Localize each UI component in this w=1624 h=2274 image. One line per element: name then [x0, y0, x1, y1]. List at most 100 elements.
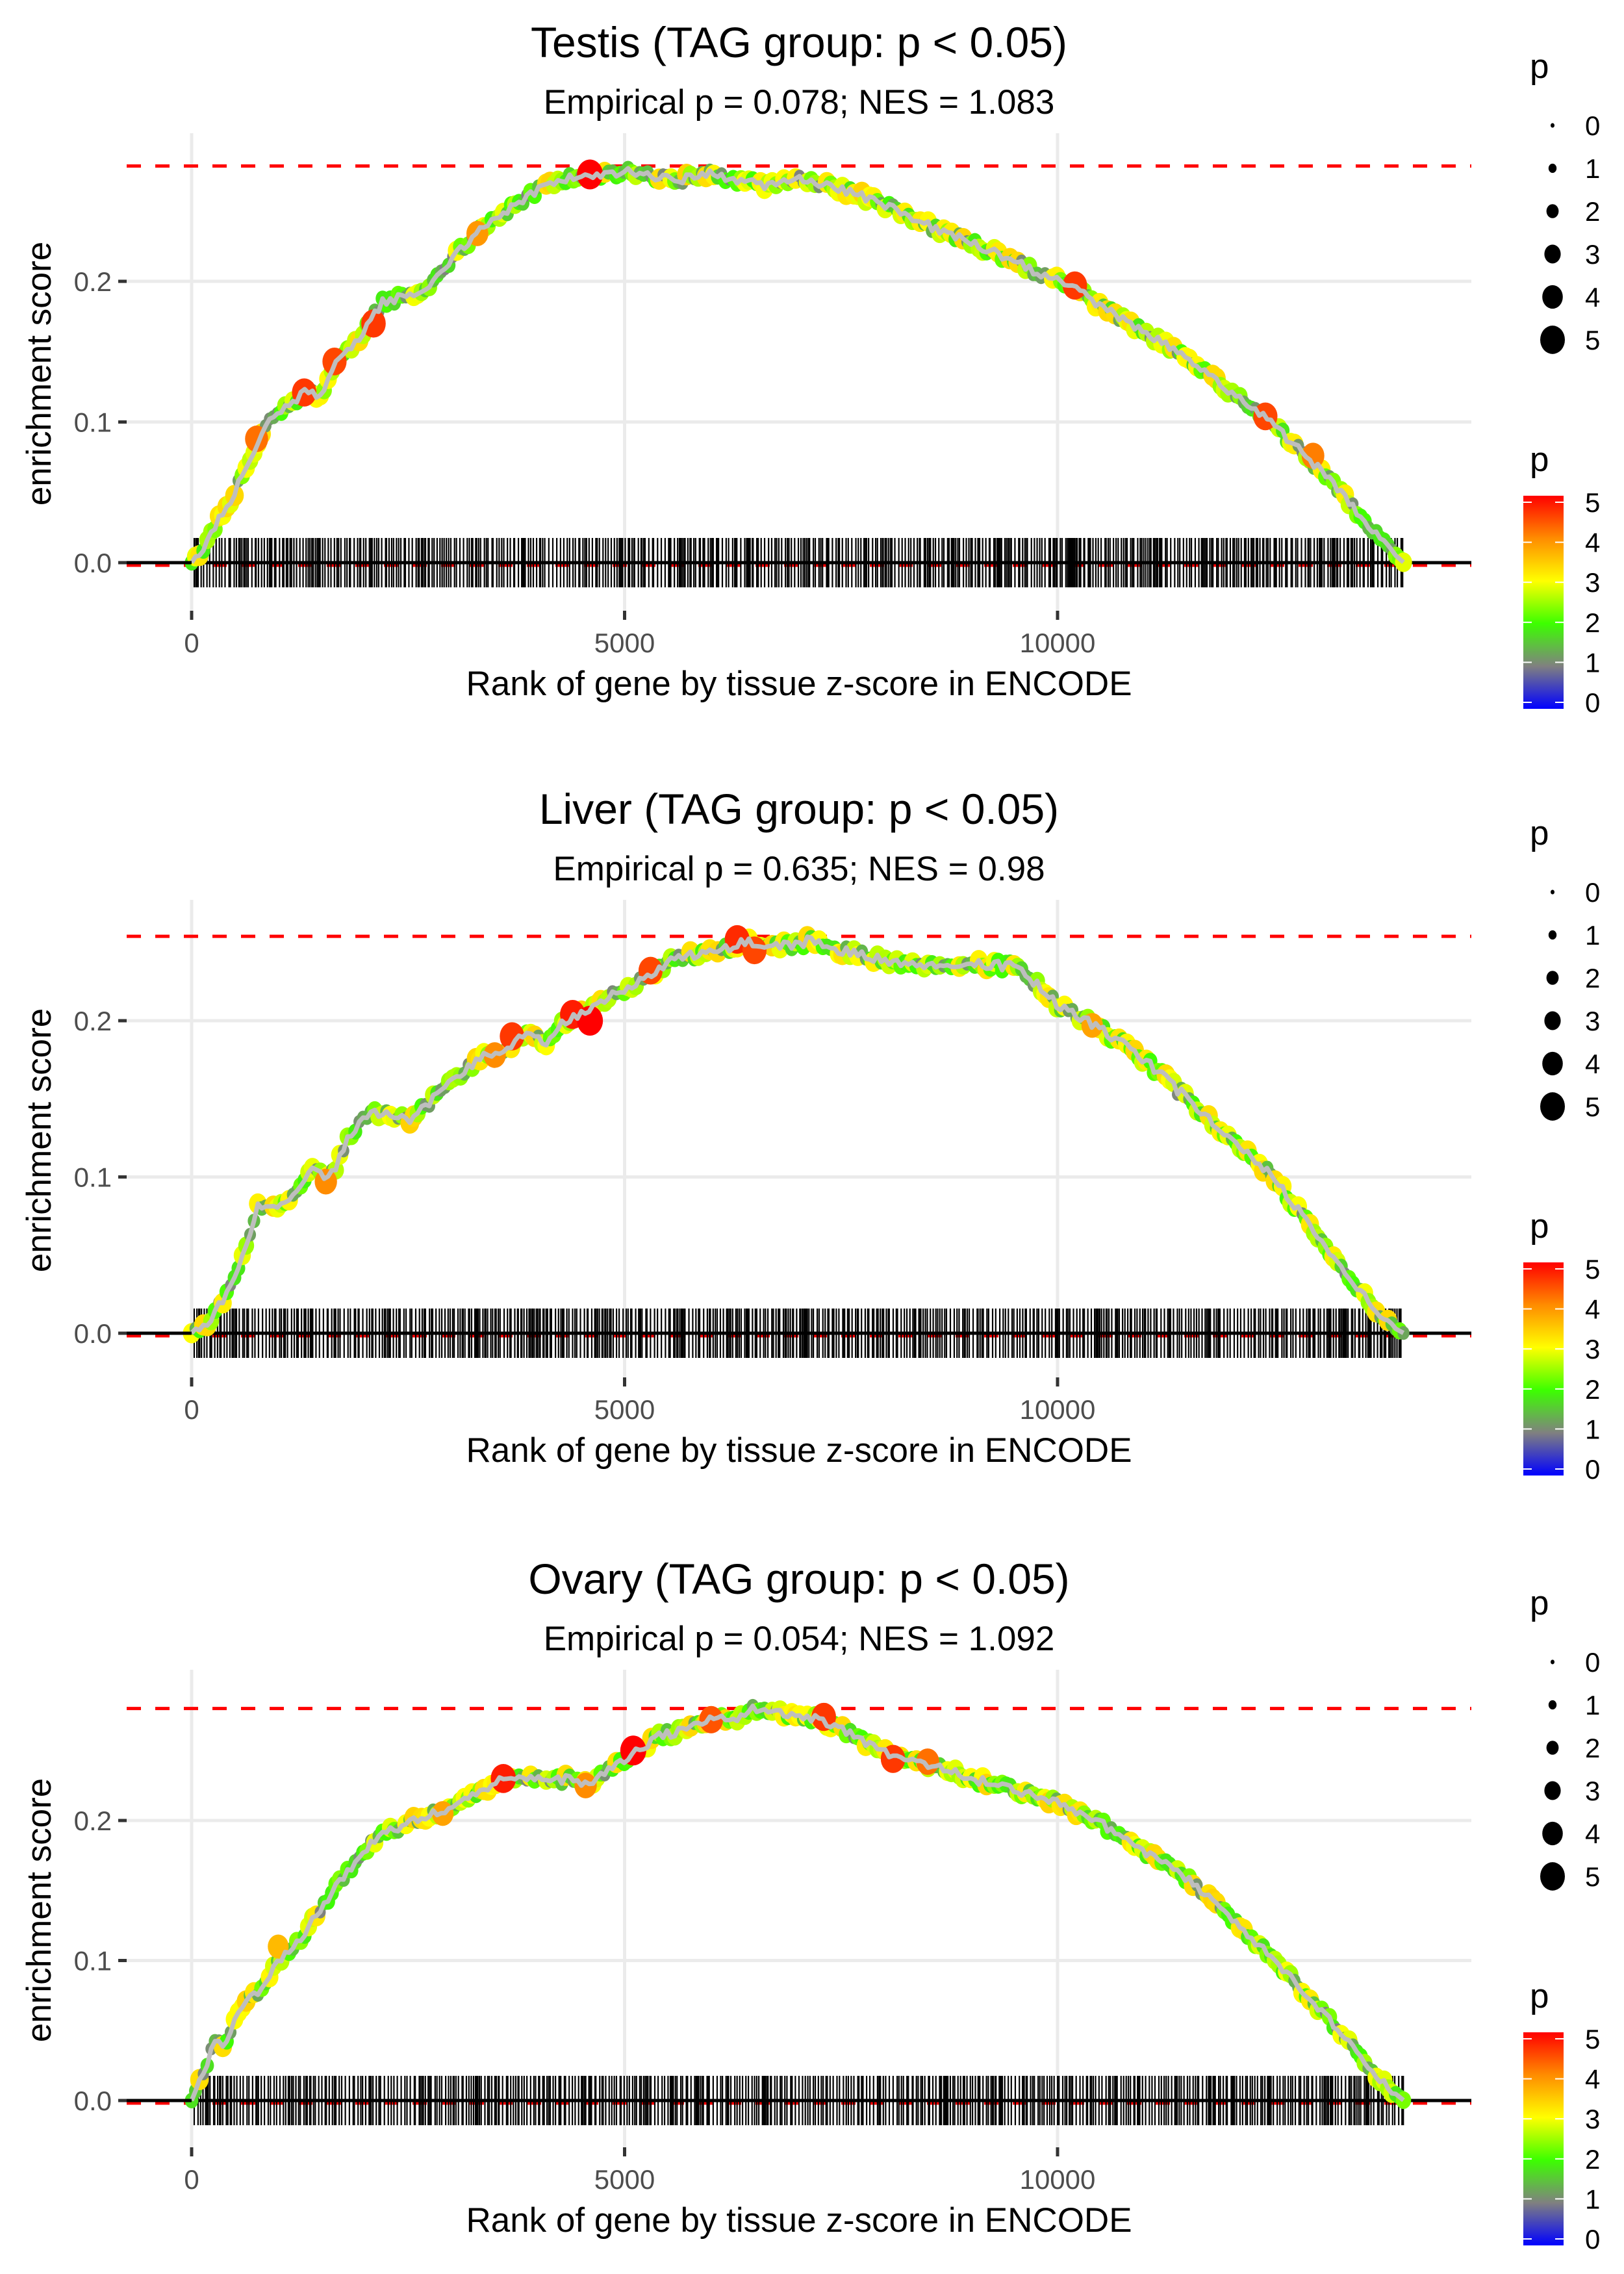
color-legend-label: 4 — [1585, 1294, 1600, 1325]
significant-gene-point — [361, 309, 386, 338]
color-legend-label: 1 — [1585, 647, 1600, 678]
y-tick-label: 0.2 — [74, 1006, 112, 1036]
chart-title: Testis (TAG group: p < 0.05) — [531, 18, 1067, 66]
x-axis-title: Rank of gene by tissue z-score in ENCODE — [466, 1431, 1132, 1470]
size-legend-dot — [1551, 123, 1554, 128]
y-tick-label: 0.0 — [74, 2086, 112, 2116]
size-legend-label: 3 — [1585, 239, 1600, 270]
size-legend: p 0 1 2 3 4 5 — [1530, 1584, 1600, 1892]
color-legend-title: p — [1530, 1977, 1549, 2015]
color-legend-label: 1 — [1585, 1414, 1600, 1444]
color-legend-label: 5 — [1585, 1254, 1600, 1284]
color-legend-label: 0 — [1585, 2224, 1600, 2255]
size-legend-label: 4 — [1585, 282, 1600, 313]
significant-gene-point — [500, 1022, 525, 1051]
panel-ovary: Ovary (TAG group: p < 0.05) Empirical p =… — [20, 1555, 1600, 2255]
size-legend-label: 2 — [1585, 196, 1600, 227]
chart-subtitle: Empirical p = 0.635; NES = 0.98 — [553, 850, 1045, 888]
color-legend-label: 0 — [1585, 687, 1600, 718]
y-tick-label: 0.1 — [74, 407, 112, 438]
size-legend-label: 4 — [1585, 1049, 1600, 1079]
size-legend-dot — [1542, 1051, 1563, 1076]
size-legend-label: 2 — [1585, 963, 1600, 993]
color-legend-label: 3 — [1585, 567, 1600, 598]
panel-testis: Testis (TAG group: p < 0.05) Empirical p … — [20, 18, 1600, 718]
size-legend-label: 0 — [1585, 1647, 1600, 1678]
enrichment-curve — [190, 934, 1405, 1335]
size-legend-label: 5 — [1585, 1861, 1600, 1892]
size-legend: p 0 1 2 3 4 5 — [1530, 47, 1600, 355]
size-legend-dot — [1544, 1011, 1561, 1030]
color-legend: p 5 4 3 2 1 0 — [1523, 1207, 1600, 1485]
chart-title: Liver (TAG group: p < 0.05) — [539, 785, 1059, 833]
size-legend-label: 5 — [1585, 1092, 1600, 1122]
color-legend: p 5 4 3 2 1 0 — [1523, 1977, 1600, 2255]
y-tick-label: 0.0 — [74, 548, 112, 578]
size-legend-dot — [1540, 1862, 1565, 1891]
size-legend-dot — [1544, 244, 1561, 264]
x-tick-label: 5000 — [594, 1394, 655, 1425]
y-tick-label: 0.0 — [74, 1318, 112, 1349]
color-legend-label: 5 — [1585, 487, 1600, 518]
size-legend-title: p — [1530, 1584, 1549, 1622]
y-tick-label: 0.2 — [74, 1806, 112, 1836]
size-legend-label: 5 — [1585, 325, 1600, 355]
enrichment-points — [184, 1698, 1412, 2109]
size-legend-dot — [1546, 971, 1559, 985]
chart-subtitle: Empirical p = 0.078; NES = 1.083 — [544, 83, 1055, 121]
x-tick-label: 10000 — [1020, 1394, 1096, 1425]
color-legend-label: 4 — [1585, 528, 1600, 558]
size-legend-dot — [1542, 1821, 1563, 1846]
size-legend-dot — [1540, 326, 1565, 354]
x-tick-label: 10000 — [1020, 628, 1096, 658]
size-legend-dot — [1548, 1700, 1557, 1710]
size-legend-title: p — [1530, 47, 1549, 86]
y-axis-title: enrichment score — [20, 1008, 58, 1273]
color-legend-label: 2 — [1585, 1374, 1600, 1405]
size-legend-dot — [1548, 163, 1557, 173]
size-legend-dot — [1540, 1092, 1565, 1121]
x-tick-label: 10000 — [1020, 2164, 1096, 2195]
colorbar — [1523, 496, 1564, 709]
size-legend: p 0 1 2 3 4 5 — [1530, 814, 1600, 1122]
color-legend-label: 3 — [1585, 2104, 1600, 2134]
size-legend-dot — [1548, 930, 1557, 940]
size-legend-label: 3 — [1585, 1776, 1600, 1806]
color-legend-label: 3 — [1585, 1334, 1600, 1364]
color-legend-label: 4 — [1585, 2064, 1600, 2095]
color-legend: p 5 4 3 2 1 0 — [1523, 441, 1600, 718]
chart-title: Ovary (TAG group: p < 0.05) — [528, 1555, 1069, 1603]
y-tick-label: 0.1 — [74, 1162, 112, 1193]
size-legend-dot — [1551, 1659, 1554, 1665]
panel-liver: Liver (TAG group: p < 0.05) Empirical p =… — [20, 785, 1600, 1485]
color-legend-title: p — [1530, 1207, 1549, 1246]
size-legend-label: 1 — [1585, 1690, 1600, 1720]
x-tick-label: 0 — [184, 2164, 199, 2195]
significant-gene-point — [574, 1772, 597, 1798]
x-tick-label: 5000 — [594, 2164, 655, 2195]
color-legend-label: 1 — [1585, 2184, 1600, 2214]
y-axis-title: enrichment score — [20, 1778, 58, 2043]
color-legend-label: 2 — [1585, 607, 1600, 638]
color-legend-label: 2 — [1585, 2144, 1600, 2175]
size-legend-label: 3 — [1585, 1006, 1600, 1036]
size-legend-label: 4 — [1585, 1819, 1600, 1849]
color-legend-label: 0 — [1585, 1454, 1600, 1485]
colorbar — [1523, 1262, 1564, 1476]
size-legend-dot — [1546, 1741, 1559, 1755]
size-legend-label: 2 — [1585, 1733, 1600, 1763]
x-tick-label: 5000 — [594, 628, 655, 658]
size-legend-label: 1 — [1585, 920, 1600, 951]
color-legend-label: 5 — [1585, 2024, 1600, 2054]
size-legend-label: 1 — [1585, 153, 1600, 184]
enrichment-points — [184, 159, 1412, 572]
y-tick-label: 0.1 — [74, 1946, 112, 1976]
size-legend-dot — [1544, 1781, 1561, 1800]
x-axis-title: Rank of gene by tissue z-score in ENCODE — [466, 2201, 1132, 2240]
y-axis-title: enrichment score — [20, 242, 58, 506]
enrichment-curve — [189, 1704, 1405, 2102]
size-legend-label: 0 — [1585, 877, 1600, 908]
enrichment-curve — [190, 166, 1405, 565]
x-tick-label: 0 — [184, 628, 199, 658]
